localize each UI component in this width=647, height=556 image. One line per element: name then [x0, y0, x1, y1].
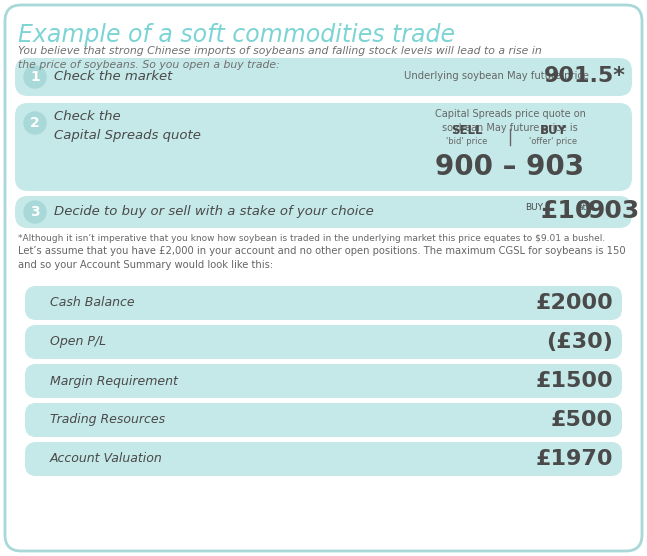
Text: Check the: Check the [54, 111, 120, 123]
Text: Underlying soybean May future price: Underlying soybean May future price [404, 71, 589, 81]
Text: SELL: SELL [451, 125, 483, 137]
Text: BUY: BUY [540, 125, 567, 137]
Text: Capital Spreads quote: Capital Spreads quote [54, 128, 201, 141]
Text: Trading Resources: Trading Resources [50, 414, 165, 426]
FancyBboxPatch shape [5, 5, 642, 551]
Text: £500: £500 [551, 410, 613, 430]
Text: 901.5*: 901.5* [544, 66, 626, 86]
Text: Example of a soft commodities trade: Example of a soft commodities trade [18, 23, 455, 47]
FancyBboxPatch shape [15, 196, 632, 228]
Text: BUY: BUY [525, 202, 543, 211]
Text: 'bid' price: 'bid' price [446, 137, 488, 146]
FancyBboxPatch shape [15, 58, 632, 96]
Text: You believe that strong Chinese imports of soybeans and falling stock levels wil: You believe that strong Chinese imports … [18, 46, 542, 71]
FancyBboxPatch shape [25, 403, 622, 437]
Text: £10: £10 [540, 199, 593, 223]
Text: at: at [578, 202, 587, 211]
Text: Check the market: Check the market [54, 71, 172, 83]
Text: *Although it isn’t imperative that you know how soybean is traded in the underly: *Although it isn’t imperative that you k… [18, 234, 605, 243]
Text: 1: 1 [30, 70, 40, 84]
Text: Decide to buy or sell with a stake of your choice: Decide to buy or sell with a stake of yo… [54, 206, 374, 219]
Text: Capital Spreads price quote on
soybean May future price is: Capital Spreads price quote on soybean M… [435, 109, 586, 133]
Text: Margin Requirement: Margin Requirement [50, 375, 178, 388]
Text: 903: 903 [588, 199, 641, 223]
Circle shape [24, 112, 46, 134]
Text: Account Valuation: Account Valuation [50, 453, 163, 465]
Text: Let’s assume that you have £2,000 in your account and no other open positions. T: Let’s assume that you have £2,000 in you… [18, 246, 626, 270]
FancyBboxPatch shape [25, 286, 622, 320]
FancyBboxPatch shape [15, 103, 632, 191]
FancyBboxPatch shape [25, 325, 622, 359]
FancyBboxPatch shape [25, 442, 622, 476]
Circle shape [24, 201, 46, 223]
Text: 'offer' price: 'offer' price [529, 137, 577, 146]
Text: 2: 2 [30, 116, 40, 130]
Text: Open P/L: Open P/L [50, 335, 106, 349]
Text: £2000: £2000 [535, 293, 613, 313]
Text: £1500: £1500 [535, 371, 613, 391]
FancyBboxPatch shape [25, 364, 622, 398]
Text: 900 – 903: 900 – 903 [435, 153, 584, 181]
Text: Cash Balance: Cash Balance [50, 296, 135, 310]
Circle shape [24, 66, 46, 88]
Text: (£30): (£30) [546, 332, 613, 352]
Text: £1970: £1970 [536, 449, 613, 469]
Text: 3: 3 [30, 205, 40, 219]
